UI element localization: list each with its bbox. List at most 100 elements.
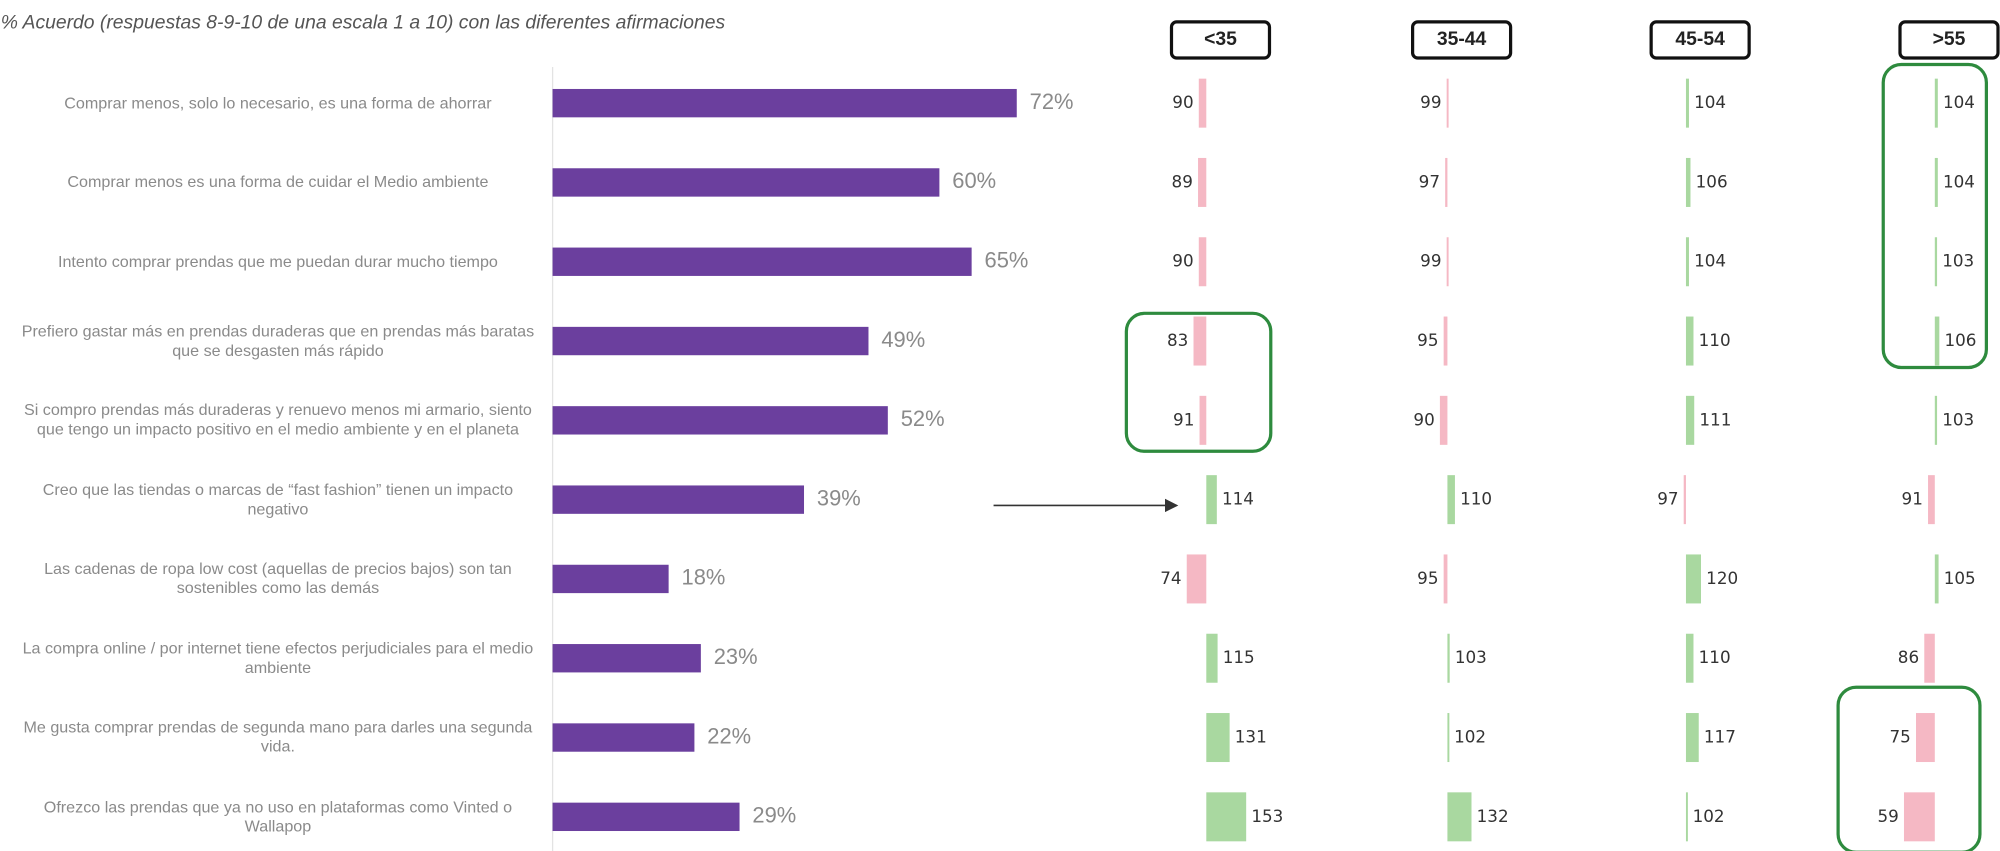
index-label: 131 bbox=[1235, 727, 1267, 747]
index-label: 103 bbox=[1455, 647, 1487, 667]
index-label: 99 bbox=[1420, 251, 1441, 271]
legend-label: >55 bbox=[1933, 28, 1966, 50]
index-bar bbox=[1683, 475, 1686, 525]
category-text: La compra online / por internet tiene ef… bbox=[22, 638, 534, 677]
index-bar bbox=[1685, 157, 1691, 207]
index-label: 104 bbox=[1943, 92, 1975, 112]
index-header: 35-44 bbox=[1410, 20, 1513, 60]
index-label: 120 bbox=[1706, 568, 1738, 588]
index-label: 89 bbox=[1172, 171, 1193, 191]
index-bar bbox=[1924, 633, 1935, 683]
index-label: 103 bbox=[1942, 251, 1974, 271]
index-bar bbox=[1446, 237, 1449, 287]
category-text: Prefiero gastar más en prendas duraderas… bbox=[21, 321, 535, 360]
index-bar bbox=[1685, 633, 1694, 683]
bar bbox=[552, 644, 701, 673]
index-bar bbox=[1685, 237, 1689, 287]
legend-label: 45-54 bbox=[1675, 28, 1725, 50]
index-label: 91 bbox=[1173, 409, 1194, 429]
highlight-box bbox=[1124, 311, 1273, 453]
category-label: Me gusta comprar prendas de segunda mano… bbox=[23, 718, 532, 755]
index-bar bbox=[1928, 475, 1935, 525]
category-text: Comprar menos es una forma de cuidar el … bbox=[67, 172, 489, 191]
index-bar bbox=[1447, 713, 1450, 763]
highlight-box bbox=[1836, 685, 1982, 851]
index-label: 104 bbox=[1943, 171, 1975, 191]
index-bar bbox=[1685, 554, 1702, 604]
bar bbox=[552, 406, 888, 435]
index-bar bbox=[1186, 554, 1207, 604]
index-label: 106 bbox=[1696, 171, 1728, 191]
index-header: 45-54 bbox=[1649, 20, 1751, 60]
category-label: Las cadenas de ropa low cost (aquellas d… bbox=[44, 559, 512, 597]
bar bbox=[552, 168, 940, 197]
bar bbox=[552, 723, 695, 752]
category-text: Comprar menos, solo lo necesario, es una… bbox=[64, 93, 492, 112]
index-label: 115 bbox=[1223, 647, 1255, 667]
value-label: 49% bbox=[881, 327, 925, 352]
bar bbox=[552, 247, 972, 276]
index-bar bbox=[1916, 713, 1935, 763]
index-label: 83 bbox=[1167, 330, 1188, 350]
value-label: 39% bbox=[817, 485, 861, 510]
category-text: Si compro prendas más duraderas y renuev… bbox=[23, 401, 532, 439]
index-bar bbox=[1934, 395, 1938, 445]
index-bar bbox=[1685, 316, 1694, 366]
header-box bbox=[1169, 20, 1272, 60]
chart-title: % Acuerdo (respuestas 8-9-10 de una esca… bbox=[1, 11, 726, 33]
index-label: 97 bbox=[1419, 171, 1440, 191]
index-label: 111 bbox=[1699, 409, 1731, 429]
category-text: Las cadenas de ropa low cost (aquellas d… bbox=[44, 559, 512, 597]
index-label: 75 bbox=[1890, 727, 1911, 747]
index-label: 90 bbox=[1172, 92, 1193, 112]
index-label: 110 bbox=[1460, 489, 1492, 509]
header-box bbox=[1410, 20, 1513, 60]
index-bar bbox=[1199, 395, 1207, 445]
bar bbox=[552, 88, 1017, 118]
value-label: 52% bbox=[901, 406, 945, 431]
index-bar bbox=[1903, 792, 1935, 842]
index-bar bbox=[1206, 633, 1218, 683]
index-bar bbox=[1447, 792, 1472, 842]
index-label: 153 bbox=[1251, 806, 1283, 826]
category-label: Comprar menos, solo lo necesario, es una… bbox=[64, 93, 492, 112]
bar bbox=[552, 802, 740, 832]
header-box bbox=[1649, 20, 1751, 60]
value-label: 29% bbox=[752, 803, 796, 828]
index-bar bbox=[1685, 78, 1689, 128]
index-bar bbox=[1446, 78, 1449, 128]
value-label: 23% bbox=[714, 644, 758, 669]
bar bbox=[552, 485, 805, 514]
index-bar bbox=[1685, 395, 1695, 445]
index-label: 114 bbox=[1222, 489, 1254, 509]
header-box bbox=[1898, 20, 2000, 60]
value-label: 60% bbox=[952, 168, 996, 193]
index-label: 105 bbox=[1944, 568, 1976, 588]
index-label: 86 bbox=[1898, 647, 1919, 667]
index-bar bbox=[1934, 554, 1939, 604]
index-label: 132 bbox=[1477, 806, 1509, 826]
legend-label: 35-44 bbox=[1437, 28, 1487, 50]
category-label: Comprar menos es una forma de cuidar el … bbox=[67, 172, 489, 191]
index-label: 110 bbox=[1699, 647, 1731, 667]
category-label: La compra online / por internet tiene ef… bbox=[22, 638, 534, 677]
index-bar bbox=[1934, 316, 1940, 366]
category-text: Creo que las tiendas o marcas de “fast f… bbox=[42, 480, 514, 518]
index-label: 103 bbox=[1942, 409, 1974, 429]
index-bar bbox=[1198, 157, 1207, 207]
index-label: 106 bbox=[1944, 330, 1976, 350]
category-label: Prefiero gastar más en prendas duraderas… bbox=[21, 321, 535, 360]
index-label: 99 bbox=[1420, 92, 1441, 112]
index-label: 95 bbox=[1417, 330, 1438, 350]
index-label: 59 bbox=[1877, 806, 1898, 826]
index-label: 104 bbox=[1694, 92, 1726, 112]
category-label: Ofrezco las prendas que ya no uso en pla… bbox=[44, 797, 512, 834]
category-label: Creo que las tiendas o marcas de “fast f… bbox=[42, 480, 514, 518]
index-bar bbox=[1439, 395, 1448, 445]
index-label: 102 bbox=[1693, 806, 1725, 826]
index-bar bbox=[1934, 78, 1938, 128]
index-bar bbox=[1934, 157, 1938, 207]
category-text: Intento comprar prendas que me puedan du… bbox=[57, 252, 498, 271]
index-label: 104 bbox=[1694, 251, 1726, 271]
